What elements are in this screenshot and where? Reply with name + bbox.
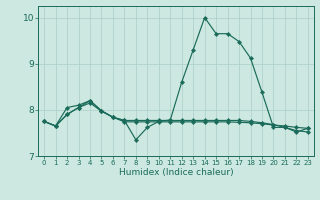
X-axis label: Humidex (Indice chaleur): Humidex (Indice chaleur) xyxy=(119,168,233,177)
